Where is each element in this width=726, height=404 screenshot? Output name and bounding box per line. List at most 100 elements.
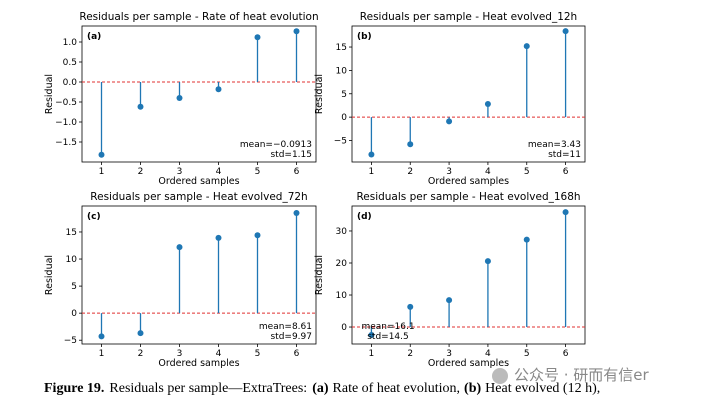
stem-marker xyxy=(407,141,414,148)
stem-marker xyxy=(293,210,300,217)
annotation: std=9.97 xyxy=(270,332,312,342)
x-tick-label: 6 xyxy=(563,167,569,177)
stem-marker xyxy=(368,332,375,339)
x-tick-label: 4 xyxy=(485,349,491,359)
caption-text: Heat evolved (12 h), xyxy=(485,381,600,396)
stem-marker xyxy=(446,118,453,125)
stem-marker xyxy=(137,103,144,110)
y-axis-label: Residual xyxy=(314,74,325,114)
y-tick-label: 0 xyxy=(71,309,77,319)
caption-label: Figure 19. xyxy=(44,381,104,396)
panel-label: (a) xyxy=(87,32,101,42)
panel-label: (b) xyxy=(357,32,372,42)
x-axis-label: Ordered samples xyxy=(158,176,239,187)
x-axis-label: Ordered samples xyxy=(428,358,509,369)
plot-area xyxy=(81,205,317,345)
stem-marker xyxy=(98,333,105,340)
y-tick-label: 15 xyxy=(336,43,347,53)
stem-marker xyxy=(562,28,569,35)
stem-marker xyxy=(446,297,453,304)
y-tick-label: −5 xyxy=(64,336,77,346)
panel-label: (d) xyxy=(357,212,372,222)
stem-marker xyxy=(484,101,491,108)
caption: Figure 19. Residuals per sample—ExtraTree… xyxy=(44,381,600,396)
chart-title: Residuals per sample - Heat evolved_72h xyxy=(90,191,307,203)
x-axis-label: Ordered samples xyxy=(428,176,509,187)
x-tick-label: 3 xyxy=(446,167,452,177)
y-tick-label: 0 xyxy=(341,113,347,123)
x-tick-label: 3 xyxy=(446,349,452,359)
caption-text: Rate of heat evolution, xyxy=(333,381,461,396)
x-tick-label: 2 xyxy=(407,167,413,177)
x-tick-label: 1 xyxy=(369,349,375,359)
y-tick-label: −1.5 xyxy=(55,138,77,148)
caption-ref: (b) xyxy=(464,381,481,396)
stem-marker xyxy=(523,236,530,243)
stem-marker xyxy=(293,28,300,35)
plot-area xyxy=(81,25,317,163)
y-tick-label: 10 xyxy=(336,291,348,301)
x-tick-label: 6 xyxy=(294,349,300,359)
x-tick-label: 5 xyxy=(255,349,261,359)
stem-marker xyxy=(368,151,375,158)
stem-marker xyxy=(98,151,105,158)
annotation: std=11 xyxy=(548,150,581,160)
y-tick-label: 20 xyxy=(336,259,348,269)
annotation: mean=3.43 xyxy=(528,140,581,150)
y-tick-label: 10 xyxy=(336,66,348,76)
stem-marker xyxy=(523,43,530,50)
stem-marker xyxy=(137,330,144,337)
chart-title: Residuals per sample - Rate of heat evol… xyxy=(79,11,318,23)
x-tick-label: 4 xyxy=(216,167,222,177)
stem-marker xyxy=(254,232,261,239)
x-tick-label: 5 xyxy=(255,167,261,177)
stem-marker xyxy=(176,95,183,101)
plot-area xyxy=(351,205,586,345)
watermark: 公众号 · 研而有信er xyxy=(514,366,650,384)
chart-title: Residuals per sample - Heat evolved_12h xyxy=(360,11,577,23)
x-tick-label: 6 xyxy=(563,349,569,359)
y-tick-label: 0.5 xyxy=(63,58,77,68)
caption-text: Residuals per sample—ExtraTrees: xyxy=(109,381,307,396)
x-axis-label: Ordered samples xyxy=(158,358,239,369)
stem-marker xyxy=(215,86,222,93)
y-tick-label: 1.0 xyxy=(63,38,78,48)
annotation: mean=16.1 xyxy=(361,322,414,332)
y-tick-label: 5 xyxy=(341,90,347,100)
y-tick-label: 15 xyxy=(66,228,77,238)
stem-marker xyxy=(407,303,414,310)
y-tick-label: 30 xyxy=(336,227,348,237)
annotation: std=14.5 xyxy=(367,332,409,342)
y-axis-label: Residual xyxy=(44,74,55,114)
y-axis-label: Residual xyxy=(314,255,325,295)
annotation: mean=8.61 xyxy=(259,322,312,332)
annotation: mean=−0.0913 xyxy=(240,140,312,150)
x-tick-label: 1 xyxy=(99,349,105,359)
stem-marker xyxy=(176,244,183,251)
x-tick-label: 4 xyxy=(216,349,222,359)
x-tick-label: 6 xyxy=(294,167,300,177)
chart-title: Residuals per sample - Heat evolved_168h xyxy=(356,191,580,203)
x-tick-label: 5 xyxy=(524,349,530,359)
panel-label: (c) xyxy=(87,212,101,222)
stem-marker xyxy=(562,209,569,216)
stem-marker xyxy=(254,34,261,41)
stem-marker xyxy=(484,258,491,265)
x-tick-label: 2 xyxy=(138,349,144,359)
watermark-icon xyxy=(492,368,508,384)
caption-ref: (a) xyxy=(312,381,329,396)
stem-marker xyxy=(215,234,222,241)
y-tick-label: −1.0 xyxy=(55,118,77,128)
y-tick-label: 5 xyxy=(71,282,77,292)
x-tick-label: 2 xyxy=(138,167,144,177)
x-tick-label: 1 xyxy=(369,167,375,177)
y-tick-label: 0 xyxy=(341,323,347,333)
y-axis-label: Residual xyxy=(44,255,55,295)
y-tick-label: −0.5 xyxy=(55,98,77,108)
y-tick-label: 0.0 xyxy=(63,78,78,88)
annotation: std=1.15 xyxy=(270,150,312,160)
x-tick-label: 1 xyxy=(99,167,105,177)
x-tick-label: 2 xyxy=(407,349,413,359)
x-tick-label: 4 xyxy=(485,167,491,177)
